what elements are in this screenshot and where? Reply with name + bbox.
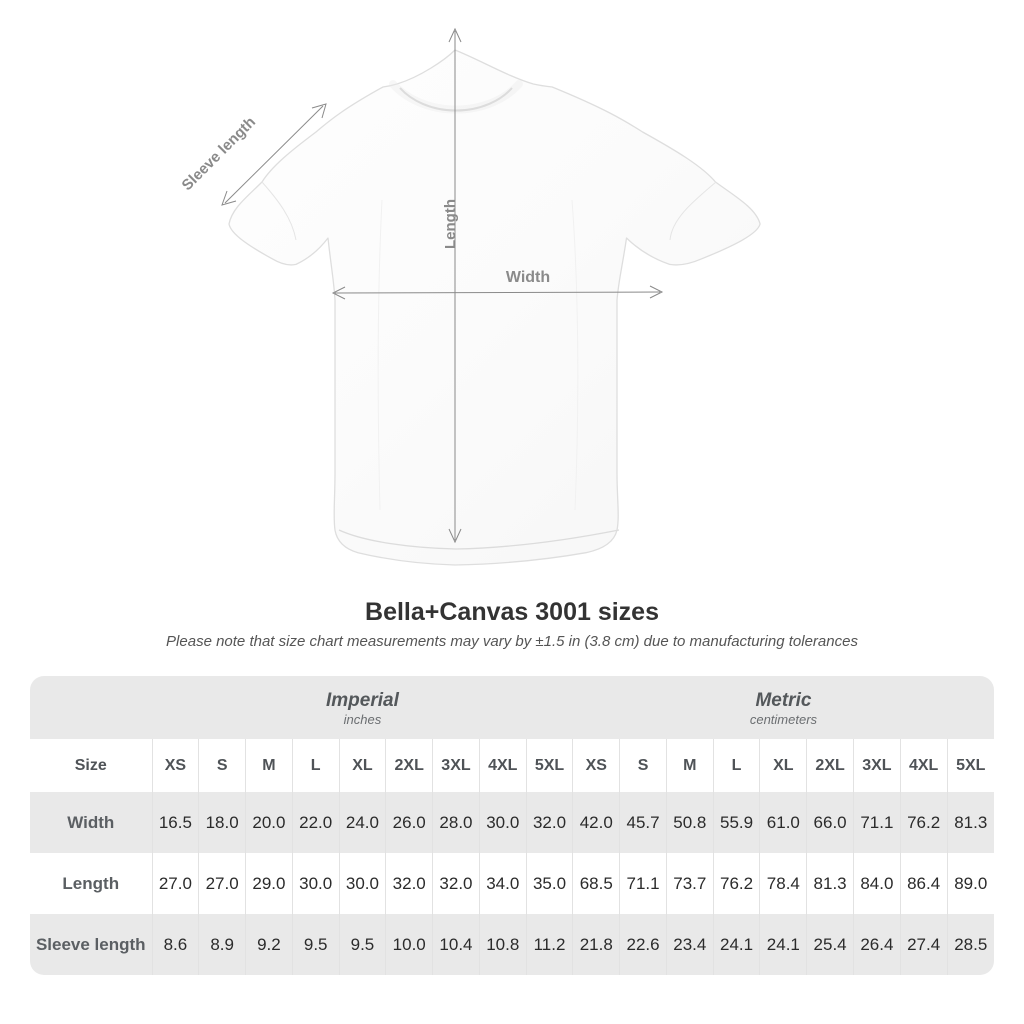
- svg-text:Width: Width: [506, 269, 550, 286]
- svg-text:Length: Length: [442, 199, 459, 249]
